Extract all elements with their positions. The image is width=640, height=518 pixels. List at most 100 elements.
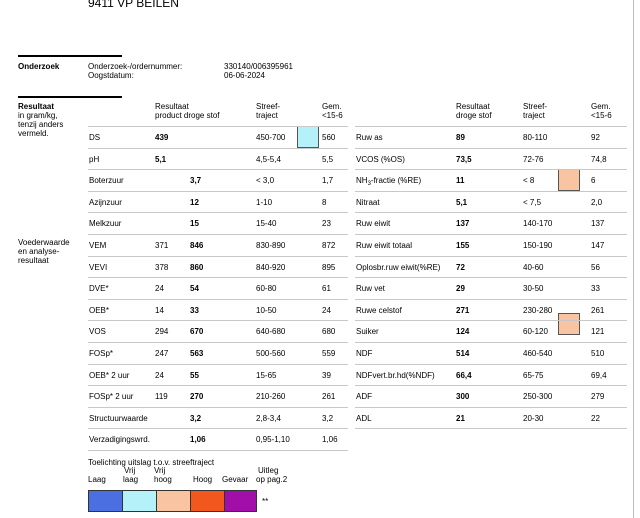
left-header-result-sub: product droge stof	[155, 111, 220, 120]
right-header-streef: Streef-	[523, 102, 548, 111]
left-row-name: OEB* 2 uur	[89, 371, 130, 380]
row-divider	[355, 385, 627, 386]
voeder-note-line: Voederwaarde	[18, 238, 70, 247]
right-row-ds: 66,4	[456, 371, 472, 380]
suiker-status-box	[558, 313, 580, 335]
left-row-product: 5,1	[155, 155, 167, 164]
left-row-name: VOS	[89, 327, 106, 336]
row-divider	[355, 364, 627, 365]
onderzoek-title: Onderzoek	[18, 62, 60, 71]
row-divider	[88, 169, 348, 170]
left-row-range: 4,5-5,4	[256, 155, 281, 164]
right-row-name: Ruw eiwit	[356, 219, 391, 228]
unit-note-line: in gram/kg,	[18, 111, 58, 120]
row-divider	[88, 407, 348, 408]
left-row-range: < 3,0	[256, 176, 275, 185]
right-row-range: 150-190	[523, 241, 553, 250]
right-row-gem: 33	[591, 284, 600, 293]
left-row-product: 439	[155, 133, 169, 142]
row-divider	[355, 212, 627, 213]
right-row-gem: 2,0	[591, 198, 603, 207]
left-row-range: 450-700	[256, 133, 286, 142]
right-row-name: Suiker	[356, 327, 379, 336]
left-row-name: DVE*	[89, 284, 109, 293]
legend-vrij-laag-top: Vrij	[124, 466, 136, 475]
left-row-name: FOSp* 2 uur	[89, 392, 134, 401]
right-row-name: ADL	[356, 414, 372, 423]
right-row-gem: 6	[591, 176, 596, 185]
left-row-ds: 3,7	[190, 176, 202, 185]
right-row-range: 60-120	[523, 327, 548, 336]
row-divider	[88, 212, 348, 213]
order-number-label: Onderzoek-/ordernummer:	[88, 62, 183, 71]
left-row-range: 2,8-3,4	[256, 414, 281, 423]
row-divider	[88, 234, 348, 235]
left-row-ds: 1,06	[190, 435, 206, 444]
left-row-product: 294	[155, 327, 169, 336]
right-row-ds: 11	[456, 176, 465, 185]
row-divider	[88, 385, 348, 386]
left-row-gem: 61	[322, 284, 331, 293]
ds-status-box	[297, 126, 319, 148]
right-row-gem: 69,4	[591, 371, 607, 380]
left-row-name: OEB*	[89, 306, 110, 315]
left-row-range: 15-65	[256, 371, 277, 380]
legend-hoog: Hoog	[193, 475, 213, 484]
right-row-ds: 73,5	[456, 155, 472, 164]
left-row-gem: 24	[322, 306, 331, 315]
left-row-range: 640-680	[256, 327, 286, 336]
left-row-product: 14	[155, 306, 164, 315]
right-row-range: < 8	[523, 176, 535, 185]
legend-gevaar: Gevaar	[222, 475, 249, 484]
left-row-ds: 563	[190, 349, 204, 358]
unit-note-line: vermeld.	[18, 129, 49, 138]
left-row-name: Azijnzuur	[89, 198, 122, 207]
right-row-gem: 121	[591, 327, 605, 336]
left-header-streef: Streef-	[256, 102, 281, 111]
left-row-range: 500-560	[256, 349, 286, 358]
left-row-name: pH	[89, 155, 100, 164]
right-row-name: NDFvert.br.hd(%NDF)	[356, 371, 435, 380]
legend-title: Toelichting uitslag t.o.v. streeftraject	[88, 458, 215, 467]
legend-note: **	[262, 497, 269, 506]
right-row-range: 30-50	[523, 284, 544, 293]
right-row-gem: 56	[591, 263, 600, 272]
left-row-ds: 54	[190, 284, 199, 293]
left-row-gem: 895	[322, 263, 336, 272]
left-row-range: 210-260	[256, 392, 286, 401]
legend-vrij-laag-swatch	[122, 490, 157, 512]
left-row-gem: 5,5	[322, 155, 334, 164]
right-row-ds: 72	[456, 263, 465, 272]
left-row-gem: 39	[322, 371, 331, 380]
left-row-name: Structuurwaarde	[89, 414, 148, 423]
voeder-note-line: resultaat	[18, 256, 49, 265]
right-row-name: Ruw eiwit totaal	[356, 241, 413, 250]
left-row-gem: 560	[322, 133, 336, 142]
legend-uitleg: op pag.2	[256, 475, 288, 484]
left-row-gem: 23	[322, 219, 331, 228]
left-row-range: 15-40	[256, 219, 277, 228]
left-row-name: Melkzuur	[89, 219, 122, 228]
row-divider	[355, 407, 627, 408]
row-divider	[355, 234, 627, 235]
row-divider	[88, 126, 348, 127]
left-row-range: 840-920	[256, 263, 286, 272]
left-header-gem: Gem.	[322, 102, 342, 111]
left-row-ds: 270	[190, 392, 204, 401]
right-header-streef-sub: traject	[523, 111, 545, 120]
right-row-range: 40-60	[523, 263, 544, 272]
left-row-ds: 12	[190, 198, 199, 207]
left-row-name: FOSp*	[89, 349, 114, 358]
right-row-gem: 74,8	[591, 155, 607, 164]
row-divider	[88, 320, 348, 321]
left-row-ds: 55	[190, 371, 199, 380]
left-row-gem: 680	[322, 327, 336, 336]
right-row-name: ADF	[356, 392, 372, 401]
right-row-ds: 29	[456, 284, 465, 293]
row-divider	[88, 277, 348, 278]
row-divider	[355, 126, 627, 127]
left-row-gem: 1,7	[322, 176, 334, 185]
right-row-ds: 271	[456, 306, 470, 315]
left-row-range: 60-80	[256, 284, 277, 293]
row-divider	[88, 256, 348, 257]
